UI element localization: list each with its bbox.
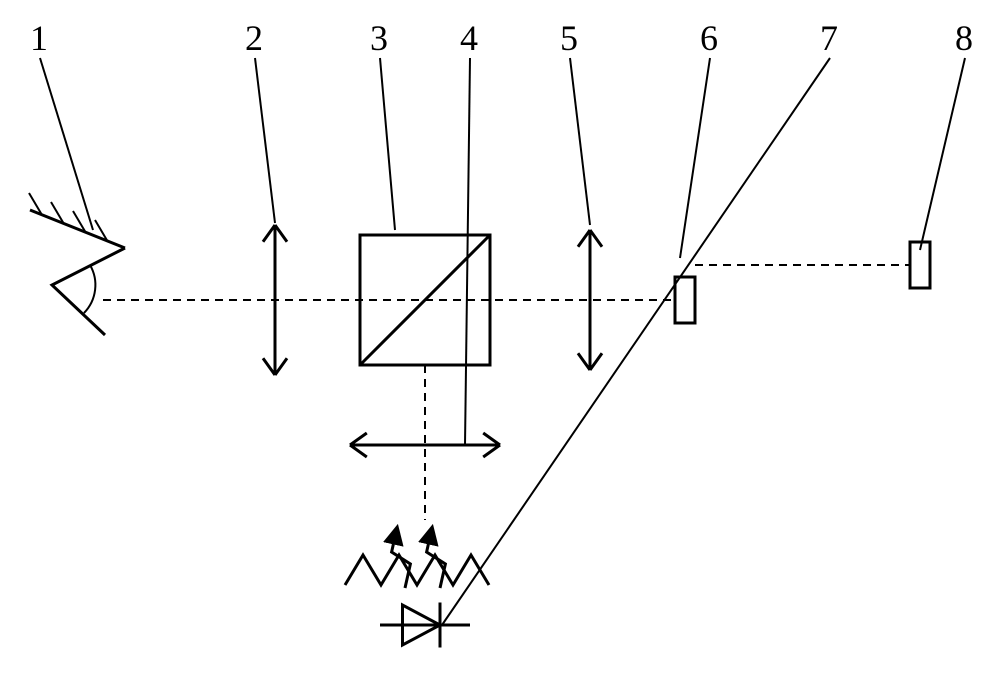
label-2: 2 bbox=[245, 18, 263, 58]
spark-arrow-0 bbox=[392, 528, 411, 588]
detector-6 bbox=[675, 277, 695, 323]
label-7: 7 bbox=[820, 18, 838, 58]
lens-2 bbox=[263, 225, 287, 375]
label-1: 1 bbox=[30, 18, 48, 58]
eye-source bbox=[29, 193, 125, 335]
labels: 1 2 3 4 5 6 7 8 bbox=[30, 18, 973, 625]
label-4: 4 bbox=[460, 18, 478, 58]
label-8: 8 bbox=[955, 18, 973, 58]
zigzag-emission bbox=[345, 555, 489, 585]
label-6: 6 bbox=[700, 18, 718, 58]
label-3: 3 bbox=[370, 18, 388, 58]
label-5: 5 bbox=[560, 18, 578, 58]
diode-icon bbox=[380, 603, 470, 648]
spark-arrow-1 bbox=[427, 528, 446, 588]
optical-rays bbox=[103, 265, 910, 520]
